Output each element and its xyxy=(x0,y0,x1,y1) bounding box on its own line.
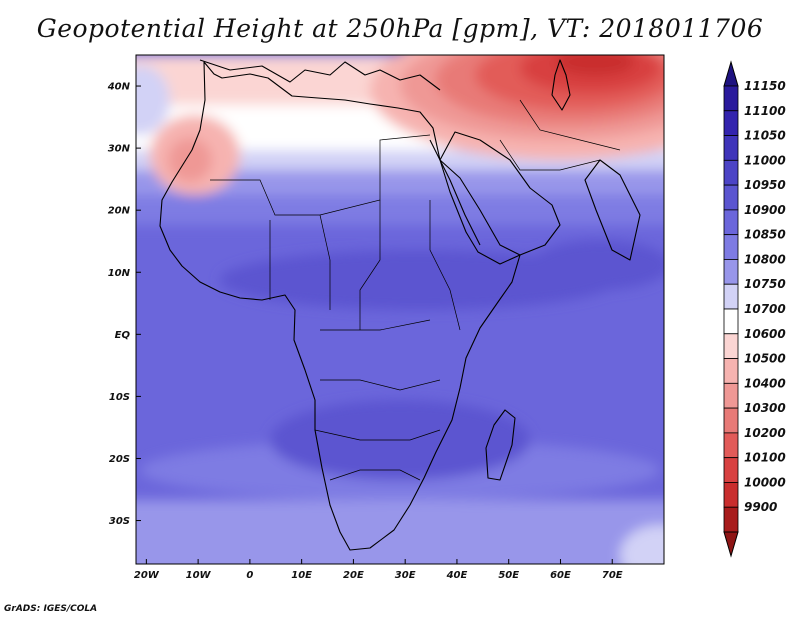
lat-tick-label: 30N xyxy=(108,144,131,155)
colorbar-swatch xyxy=(723,209,739,236)
country-borders xyxy=(210,99,621,481)
colorbar-label: 10300 xyxy=(744,401,786,415)
colorbar: 11150 11100 11050 11000 10950 10900 10850 10800… xyxy=(723,60,786,558)
colorbar-swatch xyxy=(723,382,739,409)
colorbar-label: 11100 xyxy=(744,104,786,118)
colorbar-swatch xyxy=(723,85,739,112)
colorbar-label: 10400 xyxy=(744,376,786,390)
lat-tick-label: 40N xyxy=(107,82,131,93)
grads-credit: GrADS: IGES/COLA xyxy=(4,604,98,614)
colorbar-swatch xyxy=(723,259,739,285)
colorbar-swatch xyxy=(723,308,739,335)
colorbar-swatch xyxy=(723,333,739,359)
colorbar-label: 10750 xyxy=(744,277,786,291)
colorbar-label: 10900 xyxy=(744,203,786,217)
lon-tick-label: 10W xyxy=(186,570,212,581)
lon-tick-label: 0 xyxy=(246,570,253,581)
colorbar-bottom-arrow xyxy=(723,531,739,558)
colorbar-label: 10800 xyxy=(744,252,786,266)
colorbar-label: 11050 xyxy=(744,129,786,143)
colorbar-label: 10700 xyxy=(744,302,786,316)
colorbar-label: 10000 xyxy=(744,475,786,489)
lat-tick-label: 30S xyxy=(109,516,130,527)
colorbar-swatch xyxy=(723,135,739,161)
colorbar-top-arrow xyxy=(723,60,739,87)
colorbar-swatch xyxy=(723,432,739,459)
lon-tick-label: 60E xyxy=(550,570,571,581)
height-field xyxy=(136,55,664,564)
colorbar-swatch xyxy=(723,184,739,211)
colorbar-swatch xyxy=(723,283,739,310)
colorbar-swatch xyxy=(723,234,739,260)
map-title: Geopotential Height at 250hPa [gpm], VT:… xyxy=(36,14,764,43)
lat-tick-label: 20S xyxy=(109,454,130,465)
colorbar-label: 10600 xyxy=(744,327,786,341)
lat-tick-label: 10N xyxy=(108,268,131,279)
lon-tick-label: 20W xyxy=(134,570,160,581)
colorbar-swatch xyxy=(723,358,739,384)
lat-tick-label: 10S xyxy=(109,392,130,403)
lat-tick-label: EQ xyxy=(115,330,131,341)
colorbar-label: 10500 xyxy=(744,352,786,366)
map-frame xyxy=(135,54,665,565)
coastlines xyxy=(159,59,641,551)
colorbar-label: 9900 xyxy=(744,500,777,514)
lon-tick-label: 20E xyxy=(343,570,364,581)
colorbar-label: 10200 xyxy=(744,426,786,440)
lon-tick-label: 30E xyxy=(395,570,416,581)
colorbar-label: 10950 xyxy=(744,178,786,192)
lon-tick-label: 40E xyxy=(446,570,468,581)
colorbar-label: 11150 xyxy=(744,79,786,93)
colorbar-label: 10850 xyxy=(744,228,786,242)
lon-tick-label: 70E xyxy=(602,570,623,581)
colorbar-swatch xyxy=(723,457,739,483)
colorbar-swatch xyxy=(723,482,739,508)
colorbar-swatch xyxy=(723,506,739,533)
lon-tick-label: 50E xyxy=(498,570,519,581)
axis-ticks: 20W 10W 0 10E 20E 30E 40E 50E 60E 70E 40N 30N 20N 10N… xyxy=(107,82,623,581)
lat-tick-label: 20N xyxy=(108,206,131,217)
colorbar-swatch xyxy=(723,110,739,136)
colorbar-swatch xyxy=(723,159,739,186)
colorbar-label: 10100 xyxy=(744,451,786,465)
colorbar-swatch xyxy=(723,407,739,434)
colorbar-label: 11000 xyxy=(744,153,786,167)
lon-tick-label: 10E xyxy=(291,570,312,581)
